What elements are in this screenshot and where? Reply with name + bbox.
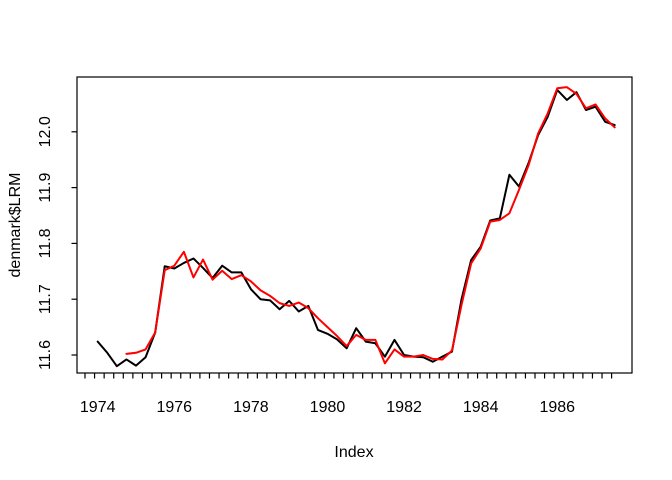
x-axis: 1974 1976 1978 1980 1982 1984 1986 bbox=[80, 373, 613, 416]
plot-frame bbox=[76, 76, 633, 374]
x-axis-tick-label: 1982 bbox=[386, 399, 422, 416]
x-axis-title: Index bbox=[334, 444, 373, 461]
x-axis-tick-label: 1974 bbox=[80, 399, 116, 416]
series-smoothed-line bbox=[125, 86, 616, 365]
y-axis-tick-label: 11.7 bbox=[37, 284, 54, 314]
series-observed-line bbox=[96, 88, 616, 368]
y-axis: 11.6 11.7 11.8 11.9 12.0 bbox=[37, 116, 77, 370]
data-series-group bbox=[96, 86, 616, 368]
y-axis-tick-label: 11.6 bbox=[37, 340, 54, 370]
x-axis-tick-label: 1984 bbox=[463, 399, 499, 416]
x-axis-tick-label: 1978 bbox=[233, 399, 269, 416]
x-axis-tick-label: 1980 bbox=[310, 399, 346, 416]
x-axis-tick-label: 1976 bbox=[156, 399, 192, 416]
x-axis-tick-label: 1986 bbox=[539, 399, 575, 416]
y-axis-tick-label: 11.8 bbox=[37, 228, 54, 258]
y-axis-title: denmark$LRM bbox=[7, 173, 24, 278]
y-axis-tick-label: 11.9 bbox=[37, 173, 54, 203]
y-axis-tick-label: 12.0 bbox=[37, 116, 54, 147]
